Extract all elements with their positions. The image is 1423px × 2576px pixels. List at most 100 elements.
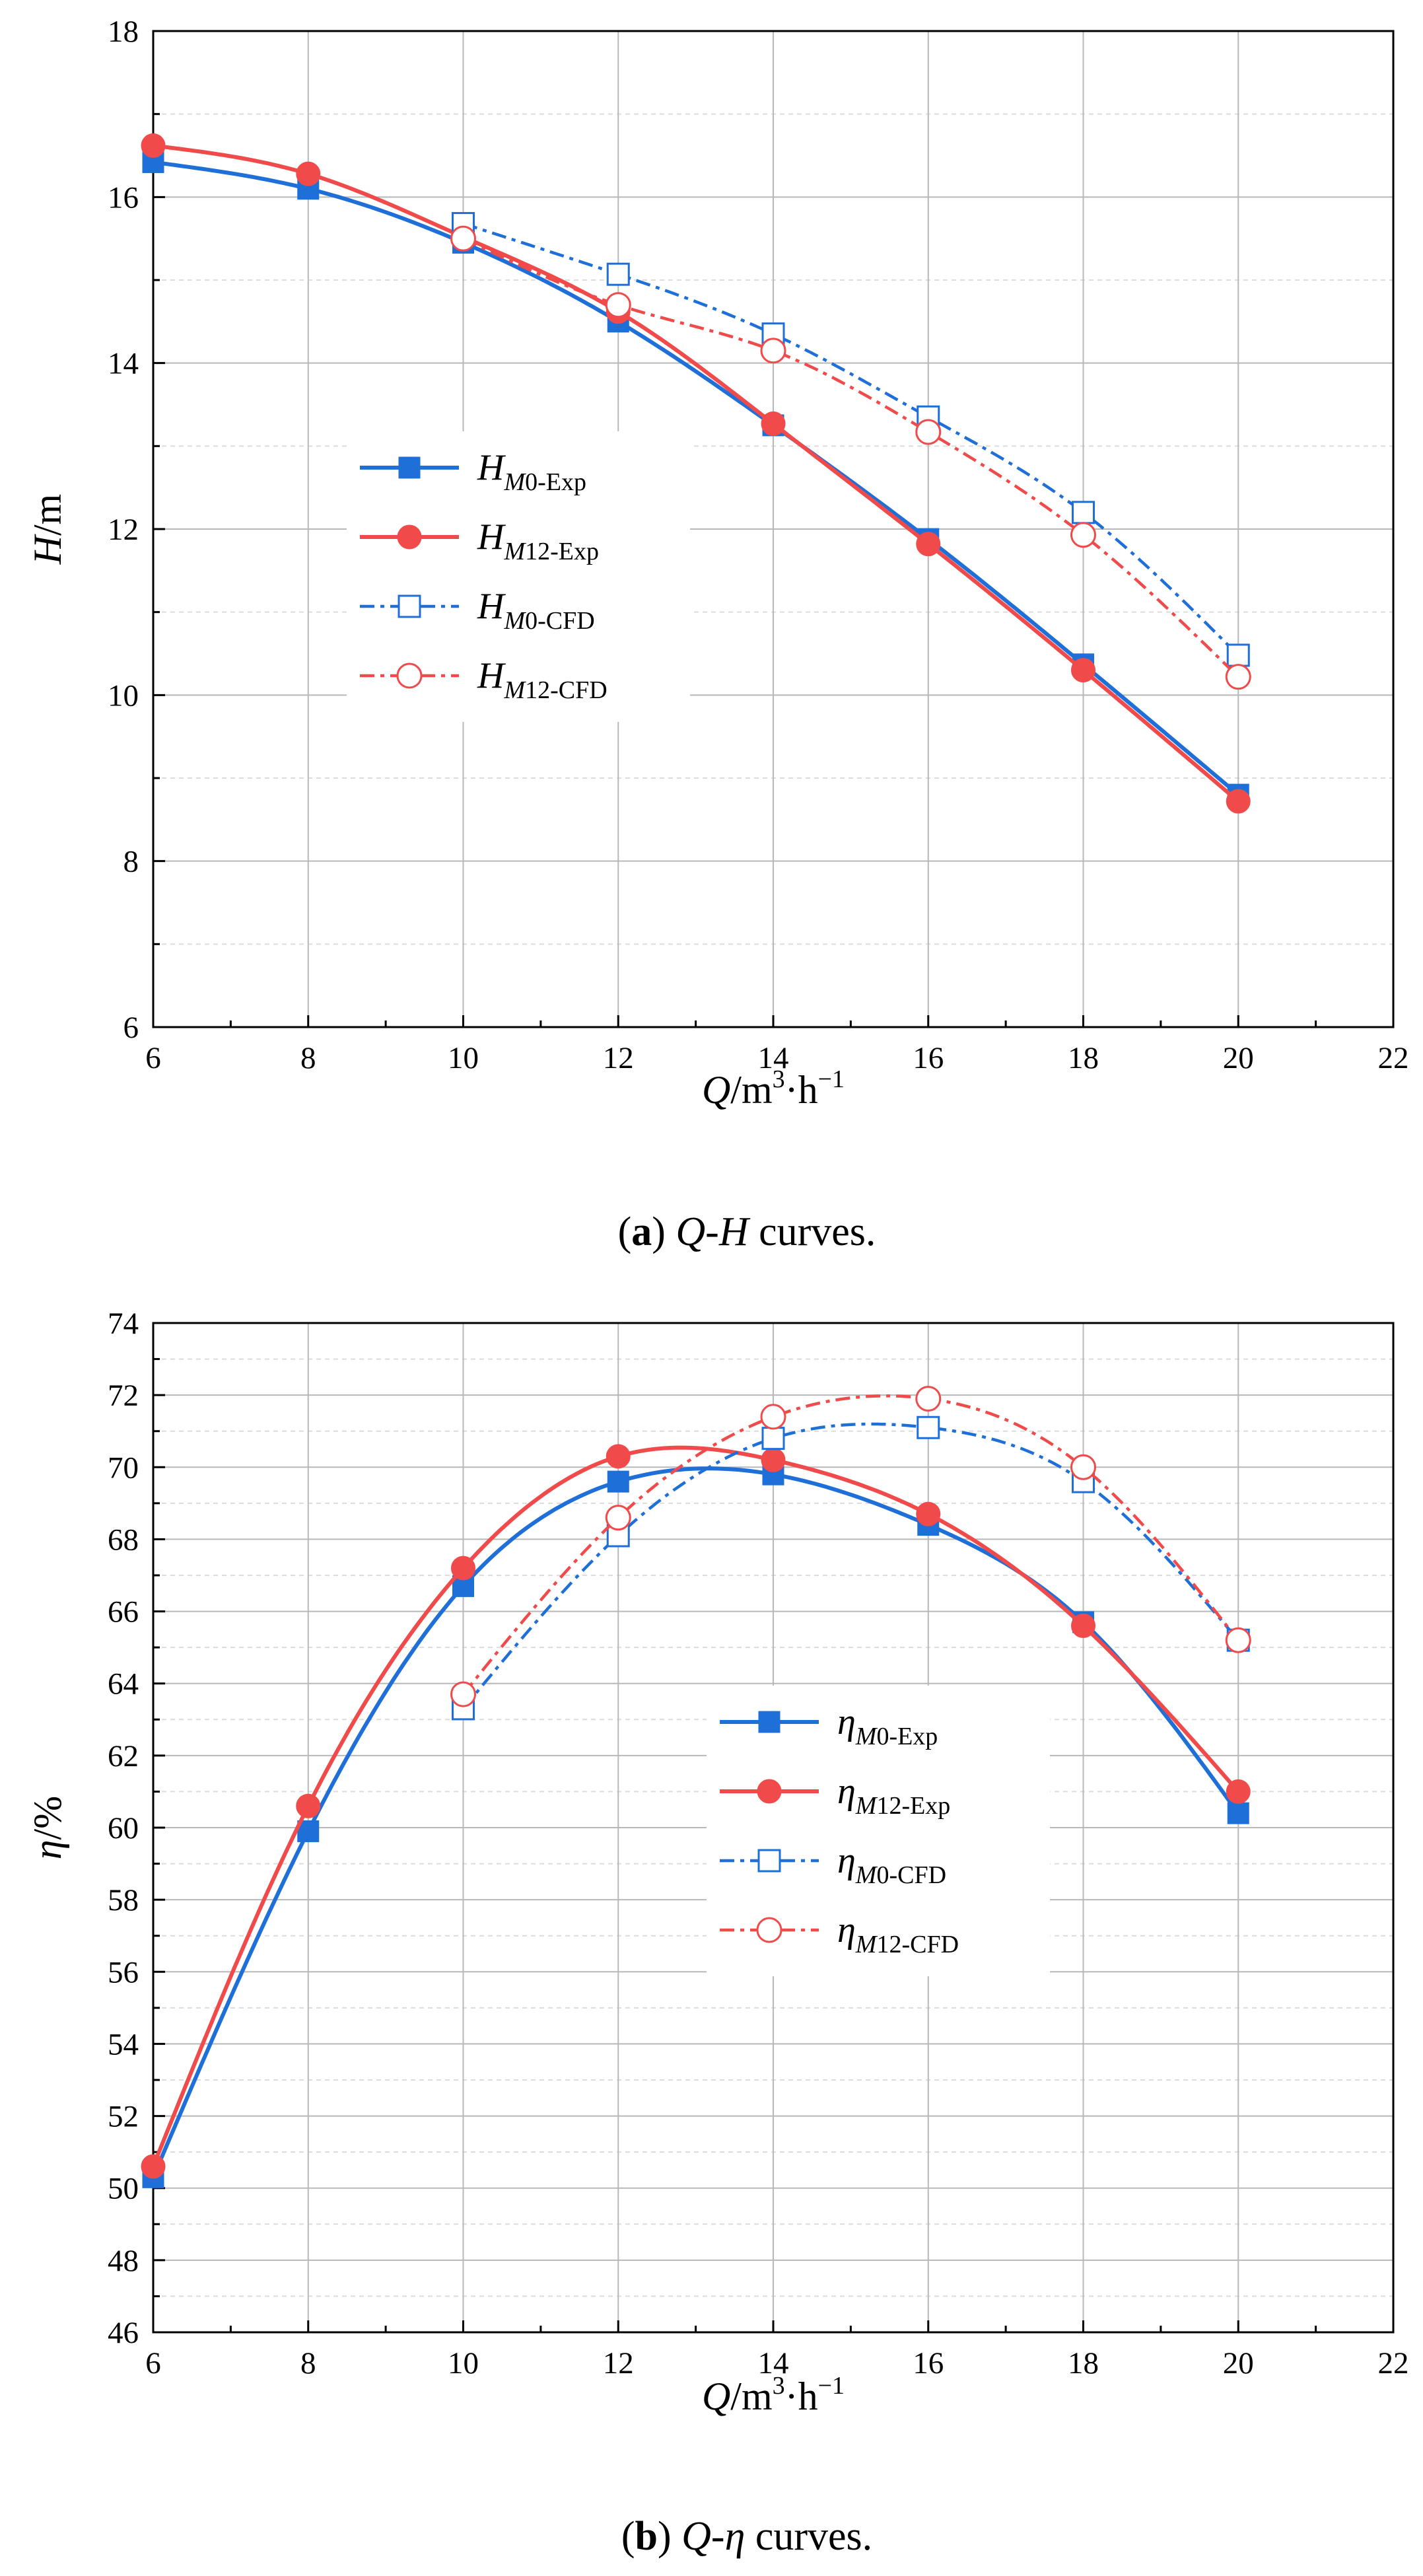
y-tick-label: 18 — [108, 15, 139, 49]
series-HM12-CFD — [450, 225, 1251, 690]
x-tick-label: 12 — [603, 2346, 634, 2380]
y-axis-title: η/% — [26, 1796, 69, 1859]
data-point-circle — [296, 161, 321, 186]
x-tick-label: 8 — [300, 1041, 316, 1075]
series-group — [141, 133, 1251, 814]
x-tick-label: 10 — [448, 2346, 479, 2380]
data-point-circle — [450, 225, 476, 252]
data-point-square — [1072, 501, 1095, 524]
x-tick-label: 20 — [1223, 1041, 1254, 1075]
x-tick-label: 6 — [145, 1041, 161, 1075]
y-tick-label: 12 — [108, 513, 139, 547]
data-point-circle — [1071, 1613, 1095, 1638]
y-tick-label: 72 — [108, 1378, 139, 1413]
y-tick-label: 54 — [108, 2027, 139, 2061]
y-tick-label: 8 — [123, 845, 139, 879]
series-line — [151, 1466, 1240, 2178]
data-point-circle — [916, 1501, 941, 1526]
legend-item: ηM12-CFD — [720, 1910, 959, 1958]
series-line — [153, 143, 1240, 803]
y-tick-label: 64 — [108, 1667, 139, 1701]
data-point-circle — [397, 524, 422, 550]
data-point-circle — [605, 292, 631, 318]
data-point-circle — [1071, 658, 1095, 683]
data-point-square — [1226, 643, 1250, 667]
y-tick-label: 62 — [108, 1739, 139, 1773]
y-tick-label: 50 — [108, 2172, 139, 2206]
ticks: 6 8 10 12 14 16 18 20 22464850525456586062646668… — [108, 1306, 1409, 2380]
x-tick-label: 22 — [1378, 2346, 1409, 2380]
data-point-circle — [1070, 1454, 1096, 1480]
chart-q-eta: 6 8 10 12 14 16 18 20 22464850525456586062646668… — [26, 1306, 1409, 2559]
y-tick-label: 68 — [108, 1522, 139, 1557]
series-ηM0-Exp — [142, 1463, 1249, 2188]
y-tick-label: 52 — [108, 2100, 139, 2134]
legend-label: ηM12-Exp — [837, 1771, 950, 1820]
y-tick-label: 46 — [108, 2316, 139, 2350]
series-line — [462, 1394, 1240, 1696]
x-tick-label: 10 — [448, 1041, 479, 1075]
legend: ηM0-Exp ηM12-Exp ηM0-CFD ηM12-CFD — [707, 1686, 1050, 1976]
data-point-circle — [1225, 664, 1251, 690]
legend-label: HM0-Exp — [477, 447, 586, 496]
x-axis-title: Q/m3·h−1 — [702, 1065, 845, 1112]
figure-caption: (b) Q-η curves. — [621, 2514, 872, 2559]
y-tick-label: 74 — [108, 1306, 139, 1341]
figure-caption: (a) Q-H curves. — [618, 1209, 876, 1254]
data-point-circle — [141, 2154, 166, 2179]
chart-qh: 6 8 10 12 14 16 18 20 22 6 8 10 12 14 16 18 Q/m3·h−1 H/m H… — [26, 15, 1409, 1254]
data-point-circle — [1070, 522, 1096, 548]
x-tick-label: 22 — [1378, 1041, 1409, 1075]
y-tick-label: 60 — [108, 1811, 139, 1845]
data-point-square — [757, 1849, 781, 1873]
x-tick-label: 14 — [758, 1041, 789, 1075]
data-point-square — [606, 262, 630, 286]
legend-label: HM12-CFD — [477, 655, 607, 704]
y-tick-label: 70 — [108, 1450, 139, 1485]
legend-item: ηM0-CFD — [720, 1840, 946, 1889]
y-tick-label: 14 — [108, 347, 139, 381]
data-point-circle — [451, 1556, 475, 1581]
data-point-square — [297, 1820, 320, 1842]
y-tick-label: 56 — [108, 1955, 139, 1989]
series-ηM12-Exp — [141, 1444, 1251, 2179]
data-point-square — [607, 1470, 629, 1493]
x-tick-label: 6 — [145, 2346, 161, 2380]
legend-item: HM0-Exp — [360, 447, 586, 496]
data-point-circle — [1226, 789, 1251, 814]
legend-label: ηM0-Exp — [837, 1701, 938, 1750]
data-point-circle — [760, 338, 786, 364]
x-axis-title: Q/m3·h−1 — [702, 2372, 845, 2418]
data-point-circle — [450, 1681, 476, 1707]
series-line — [462, 222, 1239, 657]
series-ηM12-CFD — [450, 1386, 1251, 1707]
data-point-circle — [606, 1444, 631, 1469]
x-tick-label: 12 — [603, 1041, 634, 1075]
legend-label: ηM12-CFD — [837, 1910, 959, 1958]
data-point-square — [398, 456, 421, 479]
y-tick-label: 48 — [108, 2244, 139, 2278]
data-point-circle — [761, 411, 786, 436]
data-point-circle — [756, 1917, 782, 1943]
data-point-circle — [605, 1505, 631, 1531]
grid — [153, 31, 1393, 1027]
data-point-circle — [396, 662, 423, 689]
data-point-circle — [1226, 1779, 1251, 1804]
x-tick-label: 16 — [913, 1041, 944, 1075]
legend-label: HM0-CFD — [477, 586, 595, 635]
data-point-square — [917, 1415, 940, 1439]
legend-item: HM12-CFD — [360, 655, 607, 704]
x-tick-label: 16 — [913, 2346, 944, 2380]
x-tick-label: 20 — [1223, 2346, 1254, 2380]
legend-item: ηM12-Exp — [720, 1771, 950, 1820]
x-tick-label: 8 — [300, 2346, 316, 2380]
series-group — [141, 1386, 1251, 2188]
y-tick-label: 66 — [108, 1595, 139, 1629]
data-point-circle — [296, 1793, 321, 1818]
series-line — [153, 160, 1240, 797]
data-point-circle — [761, 1447, 786, 1472]
legend-item: ηM0-Exp — [720, 1701, 938, 1750]
data-point-circle — [1225, 1627, 1251, 1653]
data-point-circle — [915, 419, 942, 445]
